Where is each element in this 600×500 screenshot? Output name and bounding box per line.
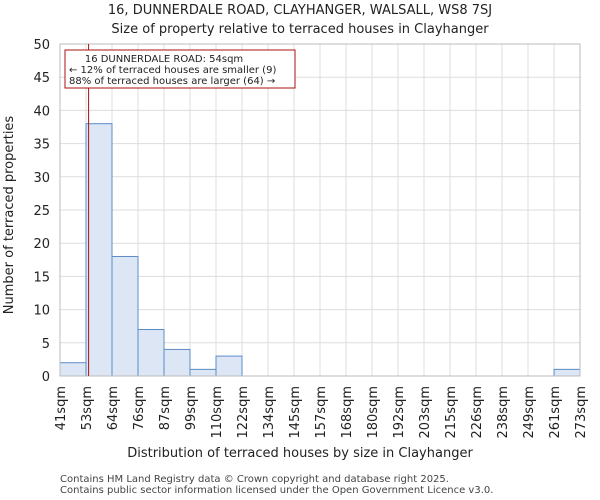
x-tick-label: 249sqm xyxy=(522,386,537,439)
x-tick-label: 64sqm xyxy=(106,386,121,430)
x-tick-label: 41sqm xyxy=(54,386,69,430)
y-tick-label: 10 xyxy=(33,304,50,319)
x-tick-label: 238sqm xyxy=(496,386,511,439)
x-tick-label: 134sqm xyxy=(262,386,277,439)
x-tick-label: 180sqm xyxy=(366,386,381,439)
y-tick-label: 30 xyxy=(33,171,50,186)
x-tick-label: 110sqm xyxy=(210,386,225,439)
y-tick-label: 50 xyxy=(33,38,50,53)
histogram-bar xyxy=(189,368,217,377)
y-tick-label: 5 xyxy=(42,337,50,352)
footer-copyright: Contains HM Land Registry data © Crown c… xyxy=(60,474,449,485)
y-axis-ticks: 0 5 10 15 20 25 30 35 40 45 50 xyxy=(33,38,50,385)
y-tick-label: 35 xyxy=(33,138,50,153)
histogram-bar xyxy=(111,255,139,377)
annotation-title: 16 DUNNERDALE ROAD: 54sqm xyxy=(85,54,243,65)
x-tick-label: 215sqm xyxy=(444,386,459,439)
annotation-larger: 88% of terraced houses are larger (64) → xyxy=(69,76,275,87)
x-tick-label: 168sqm xyxy=(340,386,355,439)
x-tick-label: 273sqm xyxy=(574,386,589,439)
x-tick-label: 203sqm xyxy=(418,386,433,439)
footer-licence: Contains public sector information licen… xyxy=(60,485,494,496)
y-tick-label: 45 xyxy=(33,71,50,86)
x-axis-label: Distribution of terraced houses by size … xyxy=(127,446,473,461)
y-tick-label: 20 xyxy=(33,237,50,252)
histogram-bar xyxy=(59,362,87,377)
y-tick-label: 25 xyxy=(33,204,50,219)
chart-subtitle: Size of property relative to terraced ho… xyxy=(111,22,489,37)
histogram-bar xyxy=(85,123,113,377)
x-tick-label: 99sqm xyxy=(184,386,199,430)
grid-lines xyxy=(59,43,581,377)
x-tick-label: 261sqm xyxy=(548,386,563,439)
bars xyxy=(59,123,581,377)
x-tick-label: 122sqm xyxy=(236,386,251,439)
chart-title: 16, DUNNERDALE ROAD, CLAYHANGER, WALSALL… xyxy=(108,3,492,18)
histogram-bar xyxy=(163,348,191,377)
x-tick-label: 145sqm xyxy=(288,386,303,439)
annotation-frame xyxy=(64,49,296,89)
x-axis-ticks: 41sqm 53sqm 64sqm 76sqm 87sqm 99sqm 110sqm 122s… xyxy=(54,386,589,439)
x-tick-label: 53sqm xyxy=(80,386,95,430)
x-tick-label: 76sqm xyxy=(132,386,147,430)
histogram-bar xyxy=(137,329,165,377)
plot-frame xyxy=(59,43,581,377)
annotation-box: 16 DUNNERDALE ROAD: 54sqm ← 12% of terra… xyxy=(64,49,296,89)
x-tick-label: 87sqm xyxy=(158,386,173,430)
x-tick-label: 157sqm xyxy=(314,386,329,439)
annotation-smaller: ← 12% of terraced houses are smaller (9) xyxy=(69,65,276,76)
x-tick-label: 226sqm xyxy=(470,386,485,439)
x-tick-label: 192sqm xyxy=(392,386,407,439)
y-tick-label: 0 xyxy=(42,370,50,385)
y-tick-label: 40 xyxy=(33,104,50,119)
y-axis-label: Number of terraced properties xyxy=(2,116,17,315)
histogram-bar xyxy=(553,368,581,377)
y-tick-label: 15 xyxy=(33,270,50,285)
histogram-bar xyxy=(215,355,243,377)
